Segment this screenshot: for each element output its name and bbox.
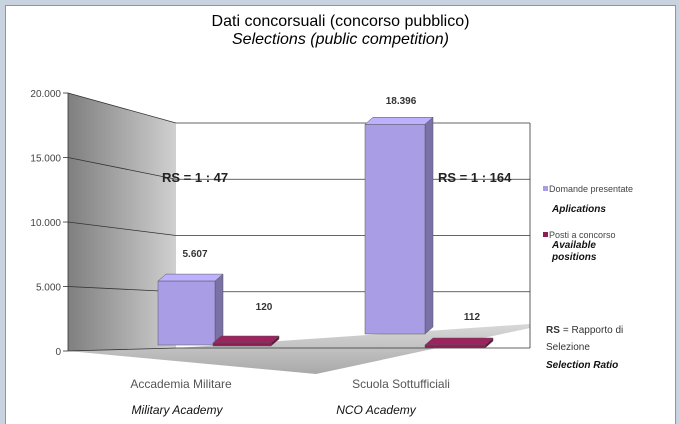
bar-positions-0-top (212, 335, 280, 344)
gridline-side (67, 157, 177, 180)
bar-applications-0 (157, 280, 216, 346)
legend-swatch-applications (543, 186, 548, 191)
bar-positions-0 (212, 342, 272, 347)
bar-applications-1-side (424, 116, 434, 335)
legend-label-positions: Posti a concorso (549, 230, 616, 240)
y-tick-label: 10.000 (30, 218, 61, 229)
bar-applications-0-side (214, 273, 224, 346)
data-label-positions-0: 120 (256, 302, 273, 313)
chart-title: Dati concorsuali (concorso pubblico) (211, 13, 470, 30)
bar-applications-0-top (157, 273, 224, 282)
bar-applications-1 (364, 124, 426, 335)
gridline-side (67, 347, 177, 352)
category-label-1: Scuola Sottufficiali (352, 377, 450, 391)
ratio-annotation-military: RS = 1 : 47 (162, 170, 228, 185)
category-label-0: Accademia Militare (130, 377, 232, 391)
gridlines (67, 92, 531, 352)
category-label-en-0: Military Academy (132, 403, 224, 417)
data-labels: 5.607 120 18.396 112 (182, 96, 480, 323)
chart-subtitle: Selections (public competition) (232, 31, 449, 48)
category-label-en-1: NCO Academy (336, 403, 417, 417)
legend: Domande presentate Aplications Posti a c… (543, 184, 633, 371)
bars (157, 116, 494, 349)
legend-label-positions-en-2: positions (551, 252, 597, 263)
legend-rs-line2: Selezione (546, 342, 590, 353)
data-label-positions-1: 112 (464, 312, 481, 323)
side-wall (68, 93, 176, 351)
floor (68, 324, 530, 374)
chart-frame: Dati concorsuali (concorso pubblico) Sel… (5, 5, 676, 424)
legend-label-positions-en-1: Available (551, 240, 596, 251)
legend-rs-line1: = Rapporto di (563, 325, 623, 336)
bar-positions-1 (424, 344, 486, 349)
legend-label-applications: Domande presentate (549, 184, 633, 194)
bar-chart: 0 5.000 10.000 15.000 20.000 5.607 120 18.396 1… (30, 89, 633, 417)
legend-rs: RS = Rapporto di (546, 325, 623, 336)
legend-rs-key: RS (546, 325, 560, 336)
legend-label-applications-en: Aplications (551, 204, 606, 215)
legend-swatch-positions (543, 232, 548, 237)
y-tick-label: 20.000 (30, 89, 61, 100)
bar-positions-1-top (424, 337, 494, 346)
gridline-side (67, 92, 177, 124)
data-label-applications-0: 5.607 (182, 249, 207, 260)
ratio-annotation-nco: RS = 1 : 164 (438, 170, 512, 185)
bar-applications-1-top (364, 117, 434, 125)
y-tick-label: 15.000 (30, 154, 61, 165)
y-tick-label: 0 (55, 347, 61, 358)
legend-rs-line3: Selection Ratio (546, 360, 618, 371)
category-labels: Accademia Militare Military Academy Scuola… (130, 377, 450, 417)
data-label-applications-1: 18.396 (386, 96, 417, 107)
gridline-side (67, 221, 177, 236)
y-axis: 0 5.000 10.000 15.000 20.000 (30, 89, 69, 358)
y-tick-label: 5.000 (36, 283, 61, 294)
